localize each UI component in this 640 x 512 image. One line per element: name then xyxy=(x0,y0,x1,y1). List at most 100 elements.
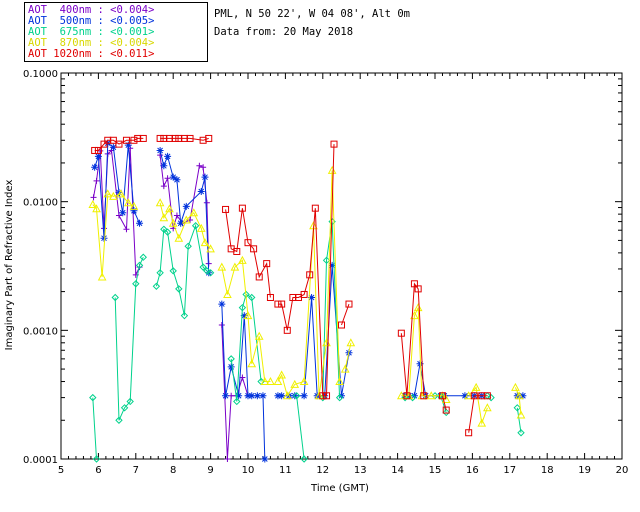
x-tick-label: 11 xyxy=(279,465,292,476)
data-point xyxy=(266,293,274,301)
data-point xyxy=(135,261,144,270)
data-point xyxy=(319,392,327,400)
x-tick-label: 7 xyxy=(133,465,139,476)
data-point xyxy=(230,262,240,271)
data-point xyxy=(243,311,253,320)
data-point xyxy=(227,363,235,371)
data-point xyxy=(346,338,356,347)
data-point xyxy=(233,247,241,255)
data-point xyxy=(191,222,200,230)
data-point xyxy=(282,391,292,400)
data-point xyxy=(91,146,99,154)
data-point xyxy=(420,392,428,400)
data-point xyxy=(300,455,308,463)
data-point xyxy=(248,293,256,302)
data-point xyxy=(477,418,487,427)
data-point xyxy=(173,176,181,184)
x-tick-label: 9 xyxy=(207,465,213,476)
data-point xyxy=(416,360,424,368)
data-point xyxy=(156,269,164,277)
data-point xyxy=(184,242,192,250)
data-point xyxy=(173,212,180,219)
x-tick-label: 8 xyxy=(170,465,176,476)
data-point xyxy=(483,392,491,400)
data-point xyxy=(261,455,269,463)
data-point xyxy=(222,205,230,213)
series-line xyxy=(468,386,488,426)
x-tick-label: 20 xyxy=(616,465,629,476)
data-point xyxy=(235,392,243,400)
data-point xyxy=(100,140,108,148)
series-line xyxy=(155,223,211,316)
series-line xyxy=(92,397,97,460)
data-point xyxy=(189,208,199,217)
data-point xyxy=(516,410,526,419)
data-point xyxy=(311,204,319,212)
data-point xyxy=(274,300,282,308)
data-point xyxy=(92,204,101,213)
x-tick-label: 19 xyxy=(578,465,591,476)
series-4 xyxy=(91,134,491,437)
data-point xyxy=(244,239,252,247)
data-point xyxy=(155,198,165,207)
data-point xyxy=(126,397,134,406)
series-line xyxy=(442,395,447,411)
data-point xyxy=(308,293,316,301)
data-point xyxy=(487,393,495,402)
data-point xyxy=(426,391,436,400)
y-tick-label: 0.0001 xyxy=(23,455,58,466)
data-point xyxy=(205,134,213,142)
data-point xyxy=(206,269,215,277)
data-point xyxy=(115,188,123,196)
data-point xyxy=(274,392,282,400)
data-point xyxy=(397,329,405,337)
series-3 xyxy=(88,165,526,427)
data-point xyxy=(109,191,118,200)
data-point xyxy=(335,393,344,402)
data-point xyxy=(181,215,191,224)
data-point xyxy=(263,260,271,268)
series-line xyxy=(160,137,209,141)
data-point xyxy=(89,393,97,402)
data-point xyxy=(511,382,520,391)
data-point xyxy=(111,293,119,302)
data-point xyxy=(413,303,423,312)
data-point xyxy=(250,245,258,253)
data-point xyxy=(115,416,123,424)
y-tick-label: 0.0100 xyxy=(23,198,58,209)
data-point xyxy=(397,391,406,400)
series-line xyxy=(159,150,210,273)
data-point xyxy=(228,392,235,399)
data-point xyxy=(109,143,117,151)
series-0 xyxy=(90,145,251,462)
series-line xyxy=(322,221,341,398)
data-point xyxy=(238,303,247,312)
data-point xyxy=(218,322,225,329)
data-point xyxy=(132,280,140,288)
x-tick-label: 17 xyxy=(503,465,516,476)
series-line xyxy=(296,395,305,460)
series-line xyxy=(400,282,425,396)
data-point xyxy=(410,280,418,288)
data-point xyxy=(165,204,174,213)
data-point xyxy=(109,136,117,144)
data-point xyxy=(222,392,230,400)
data-point xyxy=(130,136,138,144)
data-point xyxy=(160,183,167,190)
data-point xyxy=(442,406,450,414)
data-point xyxy=(217,262,227,271)
data-point xyxy=(115,140,123,148)
data-point xyxy=(196,162,203,169)
data-point xyxy=(152,282,161,290)
data-point xyxy=(461,392,469,400)
series-line xyxy=(225,208,271,298)
data-point xyxy=(223,289,232,298)
legend-item-500nm: AOT 500nm : <0.005> xyxy=(28,15,155,27)
data-point xyxy=(164,175,171,182)
data-point xyxy=(323,392,331,400)
data-point xyxy=(517,429,525,437)
data-point xyxy=(401,393,409,402)
data-point xyxy=(300,290,308,298)
data-point xyxy=(94,146,102,154)
